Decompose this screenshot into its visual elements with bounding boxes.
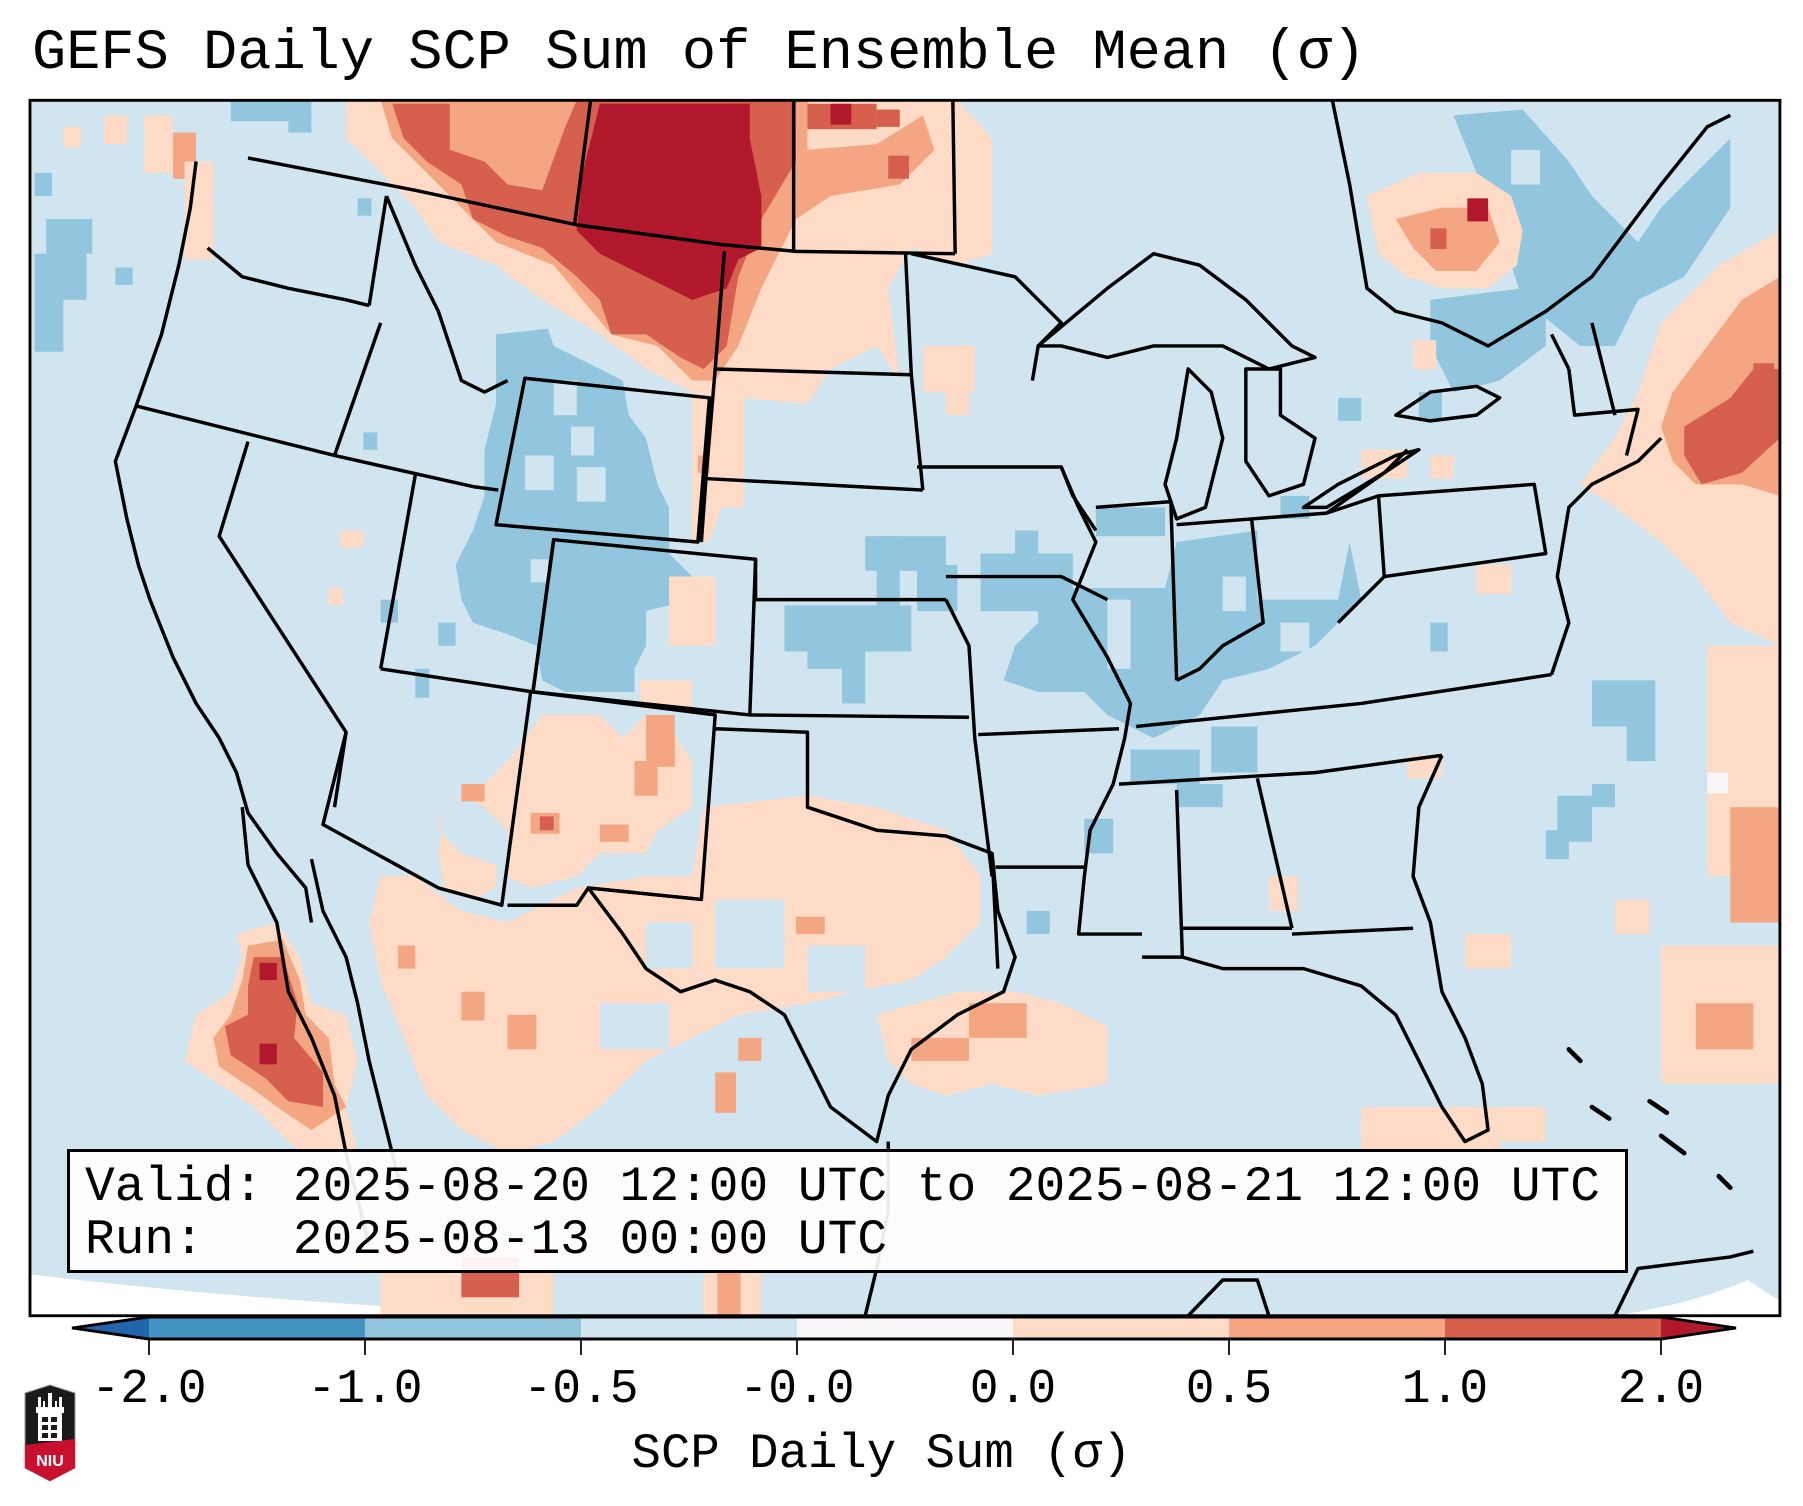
colorbar-tick-label: -1.0 — [307, 1363, 423, 1417]
valid-time-text: Valid: 2025-08-20 12:00 UTC to 2025-08-2… — [85, 1159, 1600, 1215]
anomaly-midwest-holes — [1107, 576, 1310, 669]
colorbar-tick-label: 0.5 — [1185, 1363, 1273, 1417]
colorbar — [71, 1315, 1737, 1355]
bahamas-islands — [1566, 1047, 1733, 1191]
colorbar-tick-label: -0.5 — [523, 1363, 639, 1417]
colorbar-bin — [1013, 1317, 1229, 1339]
state-boundaries — [113, 100, 1754, 1316]
colorbar-bin — [581, 1317, 797, 1339]
niu-logo-text: NIU — [36, 1453, 64, 1470]
valid-time-box: Valid: 2025-08-20 12:00 UTC to 2025-08-2… — [67, 1149, 1628, 1273]
colorbar-bin — [365, 1317, 581, 1339]
anomaly-midwest — [784, 495, 1362, 935]
colorbar-extend-min — [72, 1317, 149, 1339]
colorbar-tick-label: 1.0 — [1401, 1363, 1489, 1417]
projection-edge-right — [1614, 1279, 1780, 1316]
colorbar-bin — [148, 1317, 365, 1339]
colorbar-bin — [1445, 1317, 1661, 1339]
anomaly-atlantic-ne — [1580, 230, 1780, 646]
colorbar-label-row: SCP Daily Sum (σ) — [0, 1426, 1803, 1482]
anomaly-offshore-west — [34, 100, 372, 352]
anomaly-texas-holes — [599, 899, 866, 1050]
colorbar-tick-label: 2.0 — [1617, 1363, 1705, 1417]
colorbar-bin — [797, 1317, 1013, 1339]
niu-logo-icon: NIU — [24, 1384, 76, 1482]
colorbar-extend-max — [1661, 1317, 1736, 1339]
colorbar-label: SCP Daily Sum (σ) — [631, 1426, 1132, 1482]
colorbar-tick-label: -0.0 — [739, 1363, 855, 1417]
run-time-text: Run: 2025-08-13 00:00 UTC — [85, 1212, 888, 1268]
colorbar-tick-label: 0.0 — [969, 1363, 1057, 1417]
anomaly-central-rockies-holes — [524, 380, 606, 583]
colorbar-bin — [1229, 1317, 1445, 1339]
map-field — [29, 100, 1780, 1316]
chart-title: GEFS Daily SCP Sum of Ensemble Mean (σ) — [32, 22, 1367, 86]
anomaly-southwest — [328, 530, 693, 900]
colorbar-tick-label: -2.0 — [91, 1363, 207, 1417]
projection-edge-left — [29, 1274, 900, 1316]
anomaly-atlantic-south — [1268, 507, 1780, 1154]
anomaly-texas-mexico — [369, 795, 1108, 1154]
